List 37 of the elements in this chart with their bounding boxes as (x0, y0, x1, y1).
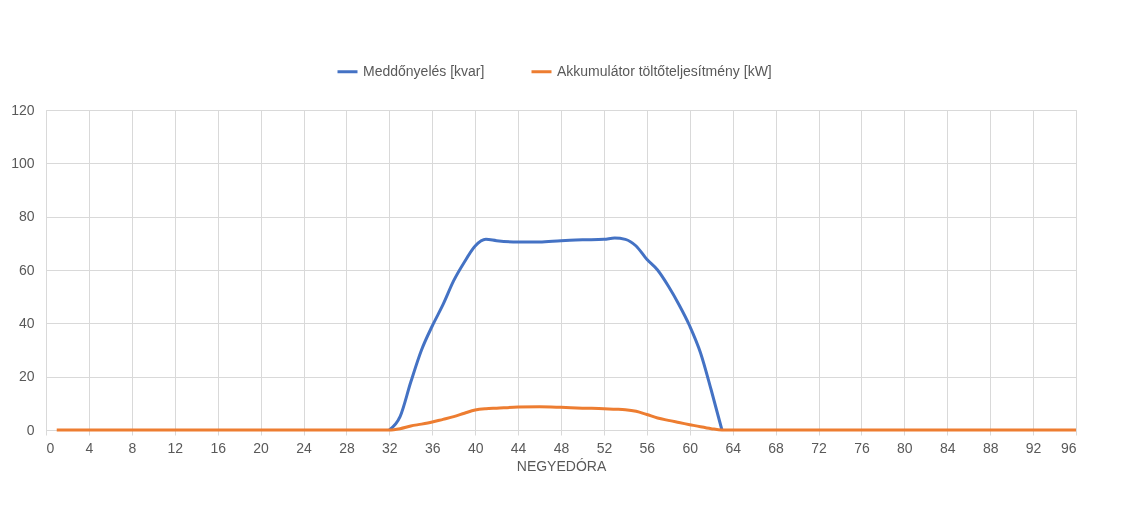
x-tick-label: 12 (167, 439, 184, 456)
x-tick-label: 56 (639, 439, 656, 456)
x-tick-label: 36 (424, 439, 441, 456)
x-tick-label: 60 (682, 439, 699, 456)
y-tick-label: 0 (26, 421, 35, 438)
x-tick-label: 24 (296, 439, 312, 456)
x-tick-label: 28 (339, 439, 355, 456)
x-tick-label: 44 (510, 439, 527, 456)
y-tick-label: 100 (11, 154, 35, 171)
line-series (387, 236, 724, 432)
x-tick-label: 84 (939, 439, 956, 456)
y-tick-label: 20 (18, 368, 35, 385)
y-tick-label: 80 (18, 208, 35, 225)
x-tick-label: 68 (768, 439, 785, 456)
x-tick-label: 80 (897, 439, 913, 456)
x-tick-label: 48 (553, 439, 570, 456)
x-tick-label: 8 (128, 439, 137, 456)
x-axis-title: NEGYEDÓRA (516, 457, 607, 474)
y-tick-label: 60 (18, 261, 35, 278)
x-tick-label: 92 (1025, 439, 1042, 456)
x-tick-label: 4 (85, 439, 94, 456)
legend-label: Meddőnyelés [kvar] (363, 62, 485, 79)
legend-label: Akkumulátor töltőteljesítmény [kW] (557, 62, 772, 79)
x-tick-label: 88 (982, 439, 999, 456)
x-tick-label: 76 (854, 439, 870, 456)
x-tick-label: 64 (725, 439, 742, 456)
x-tick-label: 20 (253, 439, 270, 456)
x-tick-label: 52 (596, 439, 613, 456)
x-tick-label: 72 (811, 439, 827, 456)
x-tick-label: 32 (382, 439, 398, 456)
line-series (55, 405, 1078, 432)
y-tick-label: 120 (11, 101, 35, 118)
x-tick-label: 0 (46, 439, 55, 456)
x-tick-label: 96 (1060, 439, 1077, 456)
x-tick-label: 16 (210, 439, 227, 456)
y-tick-label: 40 (18, 314, 35, 331)
x-tick-label: 40 (467, 439, 484, 456)
